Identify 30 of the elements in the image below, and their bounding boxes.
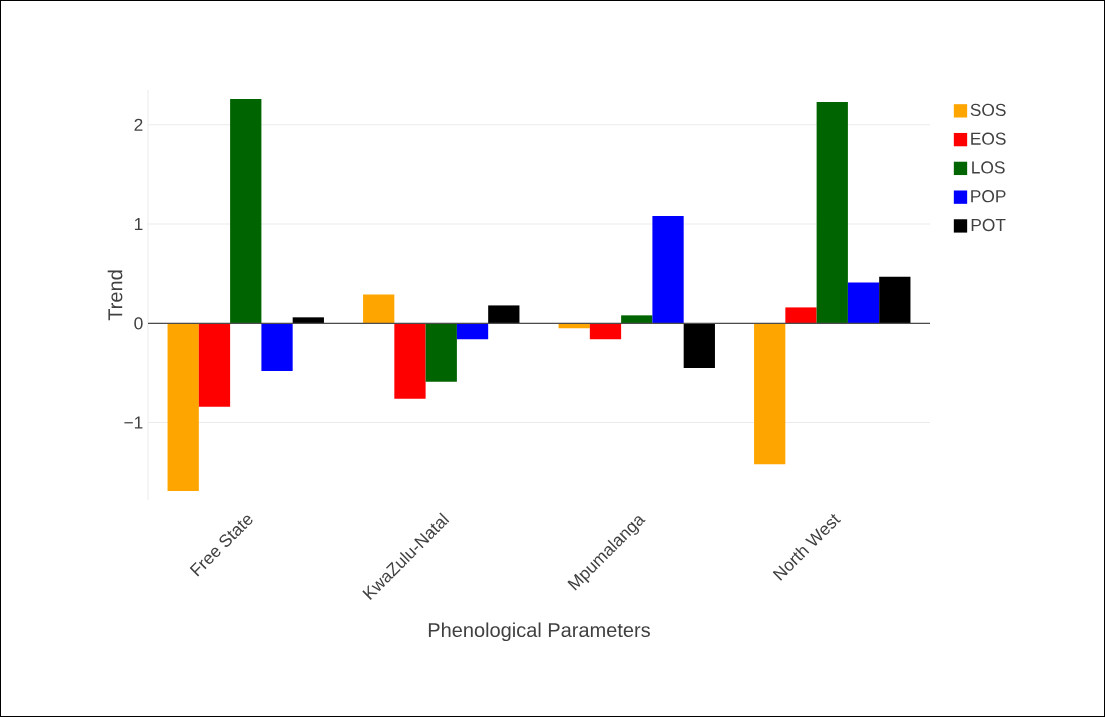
y-tick-label: −1 (124, 416, 143, 429)
bar (816, 101, 848, 324)
y-tick-label: 2 (134, 118, 143, 131)
y-tick-label: 0 (134, 317, 143, 330)
bar (879, 276, 911, 324)
bar (754, 323, 786, 465)
bar (292, 317, 324, 324)
legend-label: POT (971, 218, 1006, 232)
y-tick-label: 1 (134, 218, 143, 230)
bar (261, 323, 293, 371)
bar (621, 315, 653, 324)
bar (589, 323, 622, 340)
y-axis-title: Trend (107, 270, 123, 321)
legend-label: SOS (970, 103, 1006, 117)
bar (847, 282, 880, 324)
legend-label: LOS (972, 161, 1005, 174)
legend-label: EOS (971, 132, 1006, 145)
bar (167, 323, 199, 492)
x-axis-title: Phenological Parameters (428, 622, 650, 642)
bar (425, 323, 457, 382)
bar (652, 216, 684, 324)
bar (456, 323, 489, 340)
bar (683, 323, 715, 368)
bar (230, 98, 262, 324)
legend-label: POP (971, 190, 1006, 203)
bar (488, 305, 520, 324)
bar (198, 323, 231, 407)
bar (394, 323, 426, 399)
bar (363, 294, 395, 324)
bar (785, 307, 817, 324)
